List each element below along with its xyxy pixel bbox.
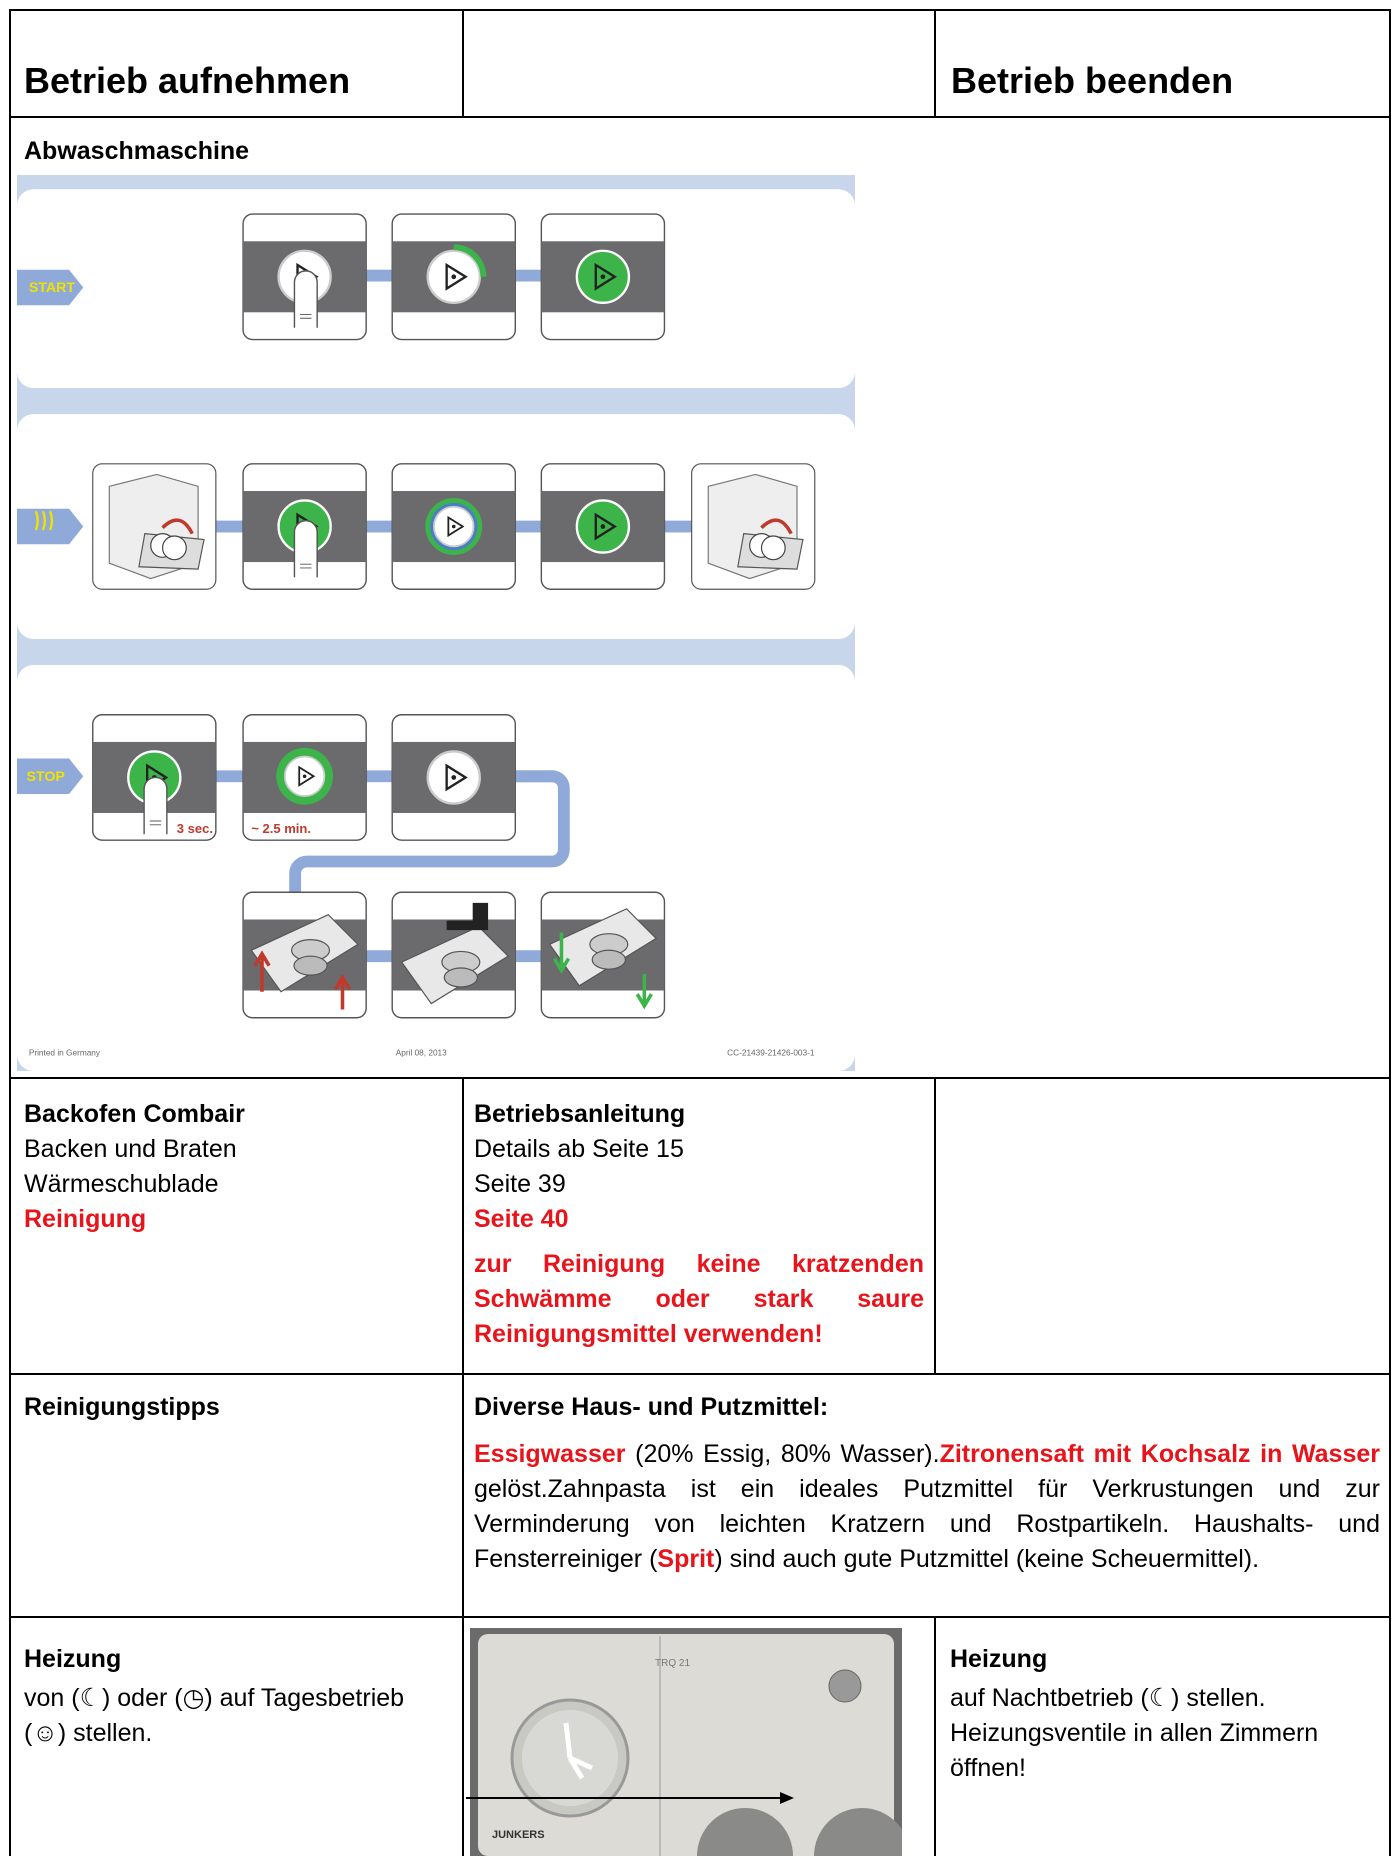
- border: [9, 9, 11, 1856]
- arrow: [466, 1792, 794, 1804]
- header-left: Betrieb aufnehmen: [24, 60, 351, 101]
- text-run: ) sind auch gute Putzmittel (keine Scheu…: [714, 1545, 1260, 1573]
- cleaning-cell: Diverse Haus- und Putzmittel: Essigwasse…: [474, 1390, 1380, 1577]
- footer-note: CC-21439-21426-003-1: [727, 1049, 815, 1058]
- photo-brand: JUNKERS: [492, 1829, 545, 1841]
- manual-page: Seite 39: [474, 1170, 566, 1198]
- heating-title: Heizung: [950, 1645, 1048, 1673]
- hold-label: 3 sec.: [177, 821, 213, 836]
- border: [9, 1373, 1391, 1375]
- section-title: Abwaschmaschine: [24, 137, 250, 165]
- border: [934, 1616, 936, 1856]
- thermostat-photo: TRQ 21 JUNKERS: [470, 1628, 902, 1856]
- footer-note: April 08, 2013: [396, 1049, 447, 1058]
- heating-text: Heizungsventile in allen Zimmern öffnen!: [950, 1719, 1319, 1782]
- text-run: gelöst.Zahnpasta ist ein ideales Putzmit…: [474, 1475, 1380, 1573]
- cleaning-text: Essigwasser (20% Essig, 80% Wasser).Zitr…: [474, 1437, 1380, 1577]
- cleaning-title: Reinigungstipps: [24, 1393, 220, 1421]
- border: [9, 116, 1391, 118]
- oven-item: Backen und Braten: [24, 1135, 237, 1163]
- dishwasher-diagram: START STOP 3 sec. ~ 2.5 min. Printed in …: [17, 175, 855, 1071]
- border: [934, 1077, 936, 1374]
- border: [9, 1616, 1391, 1618]
- cleaning-subtitle: Diverse Haus- und Putzmittel:: [474, 1393, 829, 1421]
- photo-model: TRQ 21: [655, 1658, 690, 1669]
- heating-text: auf Nachtbetrieb (☾) stellen.: [950, 1684, 1266, 1712]
- heating-start: Heizung von (☾) oder (◷) auf Tagesbetrie…: [24, 1642, 444, 1751]
- oven-item: Wärmeschublade: [24, 1170, 219, 1198]
- start-label: START: [29, 280, 76, 296]
- stop-label: STOP: [26, 769, 64, 785]
- heating-title: Heizung: [24, 1645, 122, 1673]
- manual-page: Details ab Seite 15: [474, 1135, 684, 1163]
- oven-cell: Backofen Combair Backen und Braten Wärme…: [24, 1097, 454, 1237]
- footer-note: Printed in Germany: [29, 1049, 101, 1058]
- oven-title: Backofen Combair: [24, 1100, 245, 1128]
- border: [462, 1077, 464, 1856]
- border: [9, 9, 1391, 11]
- manual-page: Seite 40: [474, 1205, 569, 1233]
- header-right: Betrieb beenden: [951, 60, 1234, 101]
- border: [934, 9, 936, 117]
- border: [9, 1077, 1391, 1079]
- manual-title: Betriebsanleitung: [474, 1100, 686, 1128]
- manual-cell: Betriebsanleitung Details ab Seite 15 Se…: [474, 1097, 924, 1352]
- heating-text: von (☾) oder (◷) auf Tagesbetrieb (☺) st…: [24, 1684, 405, 1747]
- text-run: Essigwasser: [474, 1440, 626, 1468]
- text-run: (20% Essig, 80% Wasser).: [625, 1440, 940, 1468]
- text-run: Zitronensaft mit Kochsalz in Wasser: [939, 1440, 1380, 1468]
- heating-end: Heizung auf Nachtbetrieb (☾) stellen. He…: [950, 1642, 1380, 1786]
- border: [1389, 9, 1391, 1856]
- oven-item: Reinigung: [24, 1205, 147, 1233]
- duration-label: ~ 2.5 min.: [251, 821, 311, 836]
- text-run: Sprit: [657, 1545, 715, 1573]
- warning: zur Reinigung keine kratzenden Schwämme …: [474, 1250, 924, 1348]
- border: [462, 9, 464, 117]
